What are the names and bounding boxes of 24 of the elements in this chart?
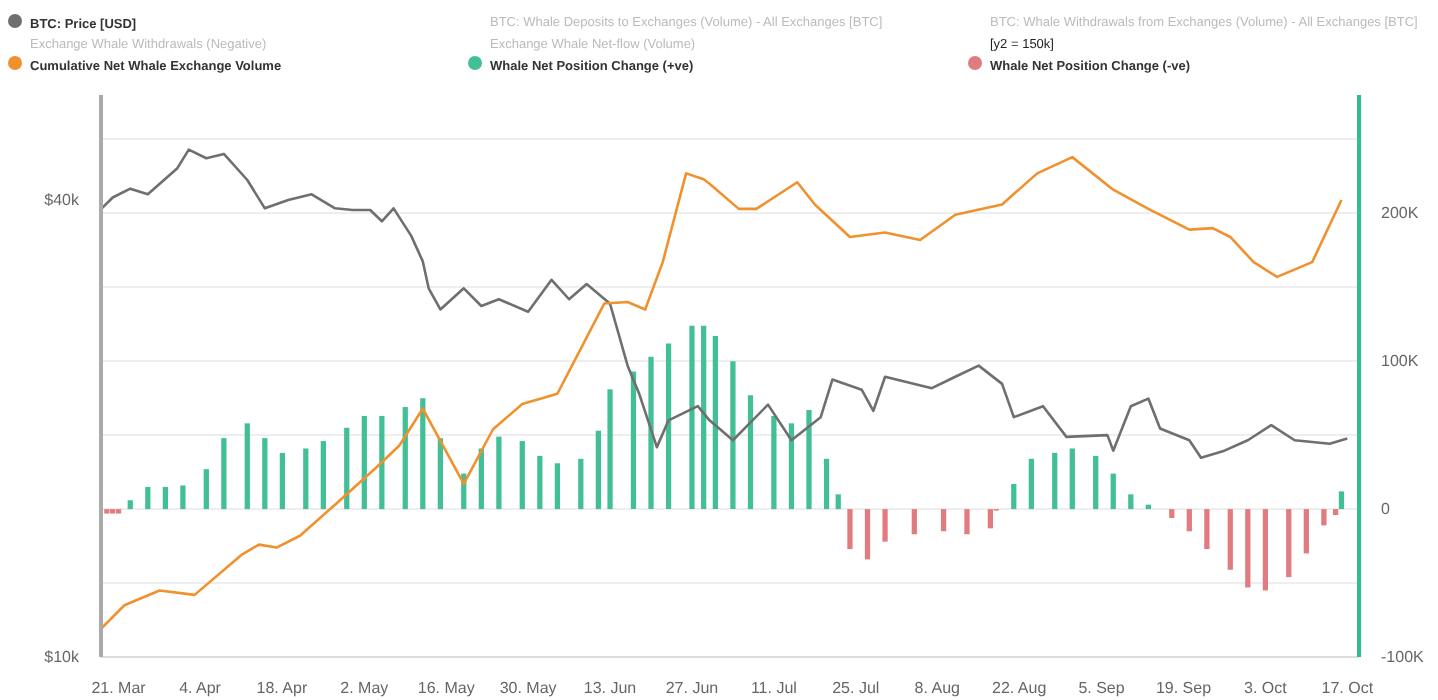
- x-tick-label: 22. Aug: [992, 679, 1047, 697]
- x-tick-label: 21. Mar: [91, 679, 147, 697]
- line-series: [101, 148, 1349, 460]
- x-tick-label: 16. May: [417, 679, 475, 697]
- x-tick-label: 17. Oct: [1321, 679, 1375, 697]
- x-tick-label: 11. Jul: [750, 679, 798, 697]
- x-tick-label: 25. Jul: [832, 679, 880, 697]
- y-tick-label: $40k: [44, 190, 81, 209]
- y-tick-label: $10k: [44, 648, 81, 666]
- x-tick-label: 19. Sep: [1155, 679, 1213, 697]
- x-tick-label: 5. Sep: [1078, 679, 1126, 697]
- x-tick-label: 4. Apr: [179, 679, 222, 697]
- x-tick-label: 27. Jun: [665, 679, 719, 697]
- x-tick-label: 18. Apr: [256, 679, 308, 697]
- line-series: [101, 155, 1343, 631]
- y2-tick-label: 0: [1381, 500, 1391, 519]
- y2-tick-label: -100K: [1381, 648, 1426, 666]
- x-tick-label: 13. Jun: [583, 679, 637, 697]
- x-tick-label: 3. Oct: [1244, 679, 1289, 697]
- y2-tick-label: 100K: [1381, 352, 1420, 371]
- x-tick-label: 30. May: [499, 679, 557, 697]
- x-tick-label: 8. Aug: [914, 679, 960, 697]
- y2-tick-label: 200K: [1381, 204, 1420, 223]
- x-tick-label: 2. May: [340, 679, 389, 697]
